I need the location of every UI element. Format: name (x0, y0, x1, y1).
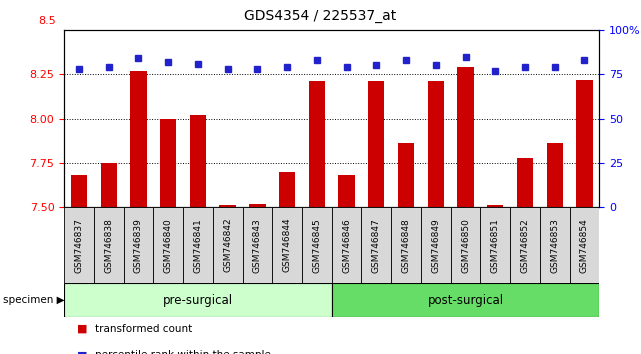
Text: GSM746842: GSM746842 (223, 218, 232, 273)
Bar (124, 207, 153, 283)
Bar (398, 143, 414, 207)
Text: pre-surgical: pre-surgical (163, 293, 233, 307)
Bar (338, 175, 354, 207)
Text: GSM746850: GSM746850 (461, 218, 470, 273)
Bar (101, 163, 117, 207)
Bar (428, 81, 444, 207)
Text: GSM746838: GSM746838 (104, 218, 113, 273)
Text: GSM746848: GSM746848 (401, 218, 410, 273)
Text: GSM746846: GSM746846 (342, 218, 351, 273)
Bar (153, 207, 183, 283)
Text: GSM746845: GSM746845 (312, 218, 321, 273)
Bar (332, 207, 362, 283)
Text: GSM746849: GSM746849 (431, 218, 440, 273)
Bar (213, 207, 242, 283)
Bar (540, 207, 570, 283)
Text: GDS4354 / 225537_at: GDS4354 / 225537_at (244, 9, 397, 23)
Bar (130, 71, 147, 207)
Text: GSM746839: GSM746839 (134, 218, 143, 273)
Text: percentile rank within the sample: percentile rank within the sample (95, 350, 271, 354)
Bar (249, 204, 265, 207)
Bar (309, 81, 325, 207)
Bar (480, 207, 510, 283)
Bar (219, 205, 236, 207)
Bar (242, 207, 272, 283)
Text: specimen ▶: specimen ▶ (3, 295, 65, 305)
Bar (190, 115, 206, 207)
Bar (279, 172, 296, 207)
Bar (570, 207, 599, 283)
Bar (547, 143, 563, 207)
Bar (457, 67, 474, 207)
Bar (302, 207, 332, 283)
Bar (510, 207, 540, 283)
Text: GSM746844: GSM746844 (283, 218, 292, 273)
Bar (160, 119, 176, 207)
Bar (517, 158, 533, 207)
Text: post-surgical: post-surgical (428, 293, 504, 307)
Bar (272, 207, 302, 283)
Text: ■: ■ (77, 350, 87, 354)
Bar (487, 205, 503, 207)
Text: GSM746847: GSM746847 (372, 218, 381, 273)
Text: GSM746854: GSM746854 (580, 218, 589, 273)
Text: GSM746852: GSM746852 (520, 218, 529, 273)
Text: 8.5: 8.5 (38, 16, 56, 26)
Text: GSM746837: GSM746837 (74, 218, 83, 273)
Text: transformed count: transformed count (95, 324, 192, 334)
Bar (451, 207, 480, 283)
Bar (332, 283, 599, 317)
Bar (71, 175, 87, 207)
Bar (421, 207, 451, 283)
Text: GSM746841: GSM746841 (194, 218, 203, 273)
Bar (94, 207, 124, 283)
Bar (183, 207, 213, 283)
Bar (362, 207, 391, 283)
Bar (391, 207, 421, 283)
Bar (368, 81, 385, 207)
Bar (64, 207, 94, 283)
Text: GSM746851: GSM746851 (491, 218, 500, 273)
Bar (576, 80, 593, 207)
Text: GSM746840: GSM746840 (163, 218, 172, 273)
Text: GSM746843: GSM746843 (253, 218, 262, 273)
Bar (64, 283, 332, 317)
Text: GSM746853: GSM746853 (550, 218, 559, 273)
Text: ■: ■ (77, 324, 87, 334)
